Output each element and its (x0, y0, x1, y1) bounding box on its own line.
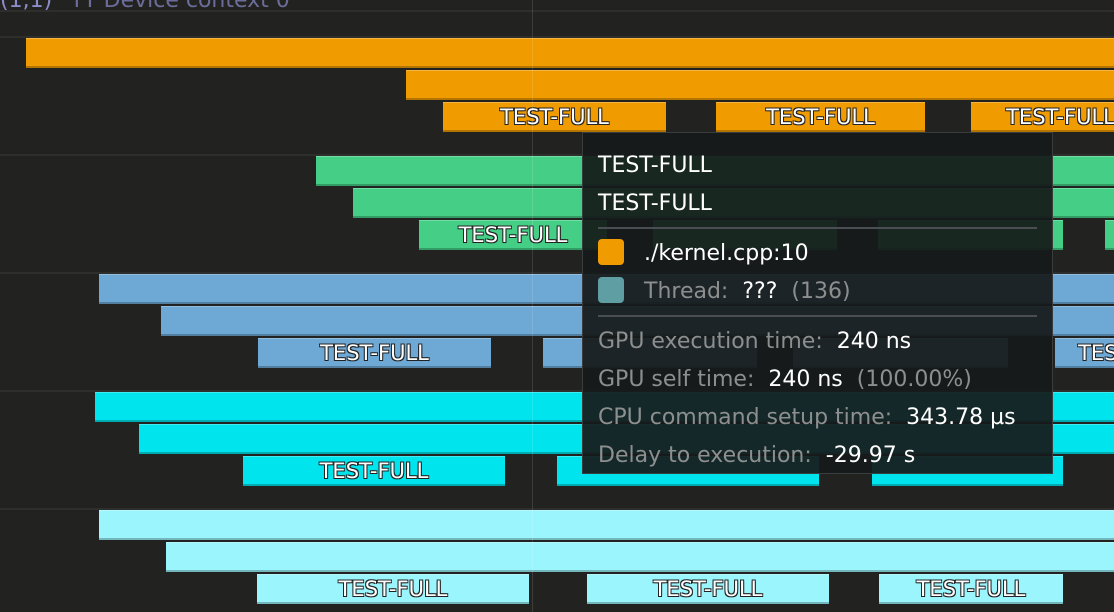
gpu-self-label: GPU self time: (598, 367, 755, 392)
timeline-header: (1,1) TT Device context 0 (0, 0, 290, 13)
gpu-zone-bar[interactable]: TEST-FULL (716, 102, 925, 132)
gpu-exec-label: GPU execution time: (598, 329, 823, 354)
tooltip-thread-row: Thread: ??? (136) (598, 273, 1037, 311)
zone-label: TEST-FULL (1078, 340, 1114, 365)
gpu-zone-bar[interactable]: TEST-FULL (1055, 338, 1114, 368)
thread-label: Thread: (644, 279, 729, 304)
zone-label: TEST-FULL (338, 576, 448, 601)
zone-label: TEST-FULL (320, 340, 429, 365)
zone-label: TEST-FULL (1006, 104, 1114, 129)
delay-value: -29.97 s (825, 443, 916, 468)
zone-label: TEST-FULL (500, 104, 609, 129)
gpu-zone-bar[interactable]: TEST-FULL (258, 338, 491, 368)
gpu-zone-bar[interactable]: TEST-FULL (879, 574, 1063, 604)
gpu-zone-bar[interactable]: TEST-FULL (443, 102, 666, 132)
delay-row: Delay to execution: -29.97 s (598, 437, 1037, 475)
lane-divider (0, 154, 1114, 156)
gpu-zone-bar[interactable]: TEST-FULL (243, 456, 505, 486)
tooltip-zone-name-secondary: TEST-FULL (598, 191, 712, 216)
gpu-zone-bar[interactable]: TEST-FULL (257, 574, 529, 604)
source-color-swatch (598, 239, 624, 265)
gpu-zone-bar[interactable] (1105, 220, 1114, 250)
gpu-self-value: 240 ns (768, 367, 843, 392)
time-cursor-line (532, 0, 533, 612)
gpu-zone-bar[interactable]: TEST-FULL (971, 102, 1114, 132)
gpu-self-pct: (100.00%) (856, 367, 972, 392)
lane-divider (0, 272, 1114, 274)
gpu-zone-bar[interactable] (99, 510, 1114, 540)
tooltip-source: ./kernel.cpp:10 (644, 241, 809, 266)
thread-name: ??? (742, 279, 778, 304)
cpu-setup-value: 343.78 µs (906, 405, 1016, 430)
tooltip-divider (598, 227, 1037, 229)
header-divider (0, 10, 1114, 12)
gpu-self-row: GPU self time: 240 ns (100.00%) (598, 361, 1037, 399)
gpu-zone-bar[interactable] (26, 38, 1114, 68)
gpu-zone-bar[interactable]: TEST-FULL (587, 574, 829, 604)
tooltip-source-row: ./kernel.cpp:10 (598, 235, 1037, 273)
gpu-zone-bar[interactable] (406, 70, 1114, 100)
zone-tooltip: TEST-FULL TEST-FULL ./kernel.cpp:10 Thre… (582, 132, 1053, 474)
tooltip-divider (598, 315, 1037, 317)
zone-label: TEST-FULL (766, 104, 875, 129)
zone-label: TEST-FULL (458, 222, 568, 247)
tooltip-zone-name: TEST-FULL (598, 153, 712, 178)
thread-color-swatch (598, 277, 624, 303)
gpu-exec-value: 240 ns (836, 329, 912, 354)
zone-label: TEST-FULL (916, 576, 1026, 601)
context-id: (1,1) (0, 0, 53, 13)
gpu-exec-row: GPU execution time: 240 ns (598, 323, 1037, 361)
lane-divider (0, 36, 1114, 38)
zone-label: TEST-FULL (319, 458, 429, 483)
cpu-setup-label: CPU command setup time: (598, 405, 893, 430)
context-title[interactable]: TT Device context 0 (70, 0, 290, 13)
gpu-zone-bar[interactable] (166, 542, 1114, 572)
lane-divider (0, 508, 1114, 510)
delay-label: Delay to execution: (598, 443, 812, 468)
gpu-zone-bar[interactable]: TEST-FULL (419, 220, 607, 250)
lane-divider (0, 390, 1114, 392)
zone-label: TEST-FULL (653, 576, 763, 601)
cpu-setup-row: CPU command setup time: 343.78 µs (598, 399, 1037, 437)
thread-id: (136) (791, 279, 851, 304)
